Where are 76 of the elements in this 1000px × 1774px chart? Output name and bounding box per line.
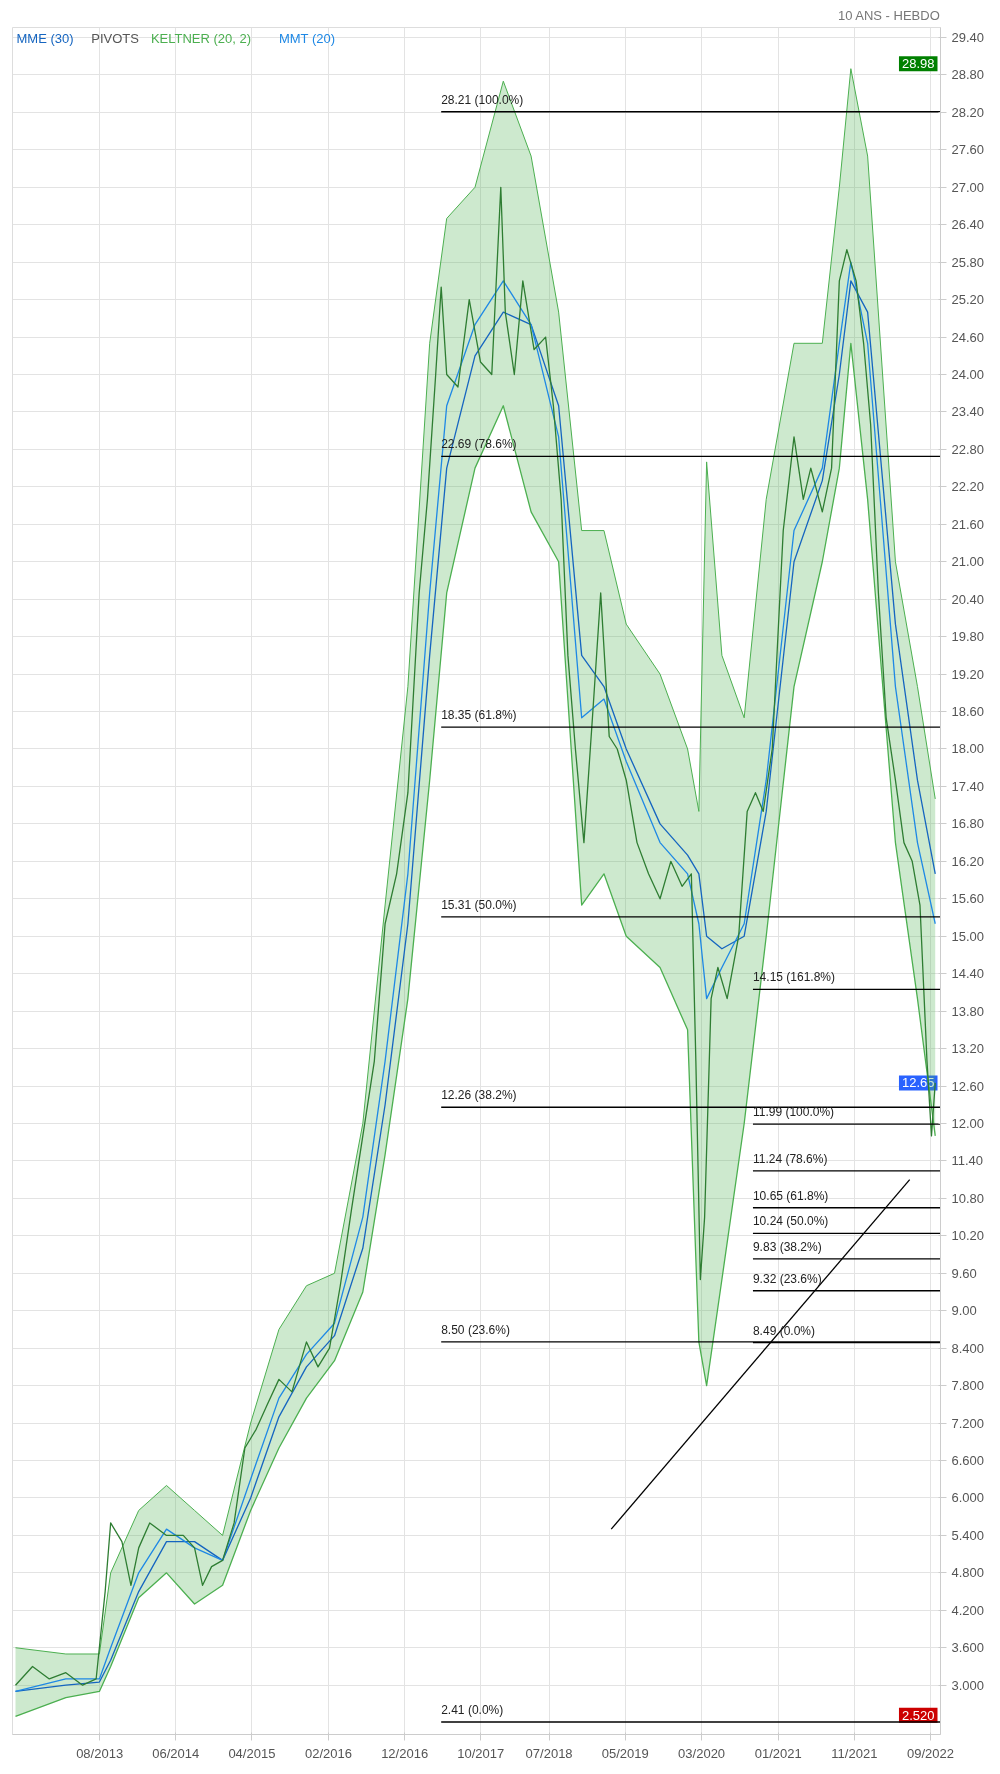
x-tick-label: 09/2022 — [906, 1745, 954, 1761]
y-tick-label: 17.40 — [951, 778, 985, 794]
y-tick-label: 22.20 — [951, 479, 985, 495]
x-tick-label: 02/2016 — [305, 1745, 353, 1761]
y-tick-label: 24.60 — [951, 329, 985, 345]
annotation: 11.99 (100.0%) — [752, 1105, 835, 1120]
y-tick-label: 12.00 — [951, 1115, 985, 1131]
y-tick-label: 10.80 — [951, 1190, 985, 1206]
annotation: 2.41 (0.0%) — [441, 1703, 504, 1718]
y-tick-label: 8.400 — [951, 1340, 985, 1356]
y-tick-label: 7.800 — [951, 1378, 985, 1394]
y-tick-label: 15.60 — [951, 891, 985, 907]
text: MMT (20) — [278, 30, 336, 46]
x-tick-label: 10/2017 — [457, 1745, 505, 1761]
y-tick-label: 7.200 — [951, 1415, 985, 1431]
x-tick-label: 06/2014 — [152, 1745, 200, 1761]
y-tick-label: 27.00 — [951, 179, 985, 195]
y-tick-label: 21.60 — [951, 516, 985, 532]
y-tick-label: 23.40 — [951, 404, 985, 420]
y-tick-label: 12.60 — [951, 1078, 985, 1094]
x-tick-label: 11/2021 — [831, 1745, 878, 1761]
annotation: 28.98 — [901, 56, 935, 72]
y-tick-label: 16.20 — [951, 853, 985, 869]
y-tick-label: 9.60 — [951, 1265, 977, 1281]
y-tick-label: 18.60 — [951, 704, 985, 720]
y-tick-label: 6.000 — [951, 1490, 985, 1506]
x-tick-label: 07/2018 — [525, 1745, 573, 1761]
text: MME (30) — [16, 30, 74, 46]
y-tick-label: 3.600 — [951, 1640, 985, 1656]
y-tick-label: 13.80 — [951, 1003, 985, 1019]
y-tick-label: 9.00 — [951, 1303, 977, 1319]
annotation: 9.83 (38.2%) — [752, 1239, 822, 1254]
y-tick-label: 25.20 — [951, 292, 985, 308]
y-tick-label: 28.80 — [951, 67, 985, 83]
y-tick-label: 14.40 — [951, 966, 985, 982]
annotation: PIVOTS — [91, 30, 140, 46]
x-tick-label: 12/2016 — [381, 1745, 429, 1761]
y-tick-label: 28.20 — [951, 104, 985, 120]
y-tick-label: 11.40 — [951, 1153, 984, 1169]
annotation: 11.24 (78.6%) — [752, 1151, 828, 1166]
text: KELTNER (20, 2) — [150, 30, 252, 46]
y-tick-label: 22.80 — [951, 441, 985, 457]
y-tick-label: 5.400 — [951, 1527, 985, 1543]
y-tick-label: 19.20 — [951, 666, 985, 682]
y-tick-label: 15.00 — [951, 928, 985, 944]
y-tick-label: 24.00 — [951, 367, 985, 383]
annotation: 12.26 (38.2%) — [441, 1088, 517, 1103]
annotation: 2.520 — [901, 1707, 935, 1723]
y-tick-label: 4.800 — [951, 1565, 985, 1581]
annotation: 9.32 (23.6%) — [752, 1271, 822, 1286]
y-tick-label: 18.00 — [951, 741, 985, 757]
y-tick-label: 6.600 — [951, 1453, 985, 1469]
y-tick-label: 4.200 — [951, 1602, 985, 1618]
x-tick-label: 01/2021 — [754, 1745, 802, 1761]
chart-subtitle: 10 ANS - HEBDO — [837, 7, 940, 23]
annotation: 18.35 (61.8%) — [441, 708, 517, 723]
annotation: 8.49 (0.0%) — [752, 1323, 815, 1338]
annotation: 8.50 (23.6%) — [441, 1322, 510, 1337]
y-tick-label: 21.00 — [951, 554, 985, 570]
y-tick-label: 19.80 — [951, 629, 985, 645]
y-tick-label: 27.60 — [951, 142, 985, 158]
y-tick-label: 20.40 — [951, 591, 985, 607]
y-tick-label: 16.80 — [951, 816, 985, 832]
y-tick-label: 26.40 — [951, 217, 985, 233]
y-tick-label: 29.40 — [951, 29, 985, 45]
annotation: 10.65 (61.8%) — [752, 1188, 829, 1203]
annotation: 15.31 (50.0%) — [441, 897, 517, 912]
y-tick-label: 10.20 — [951, 1228, 985, 1244]
x-tick-label: 05/2019 — [601, 1745, 649, 1761]
x-tick-label: 04/2015 — [228, 1745, 276, 1761]
y-tick-label: 25.80 — [951, 254, 985, 270]
annotation: 10.24 (50.0%) — [752, 1214, 829, 1229]
x-tick-label: 08/2013 — [76, 1745, 124, 1761]
x-tick-label: 03/2020 — [678, 1745, 726, 1761]
y-tick-label: 13.20 — [951, 1041, 985, 1057]
y-tick-label: 3.000 — [951, 1677, 985, 1693]
